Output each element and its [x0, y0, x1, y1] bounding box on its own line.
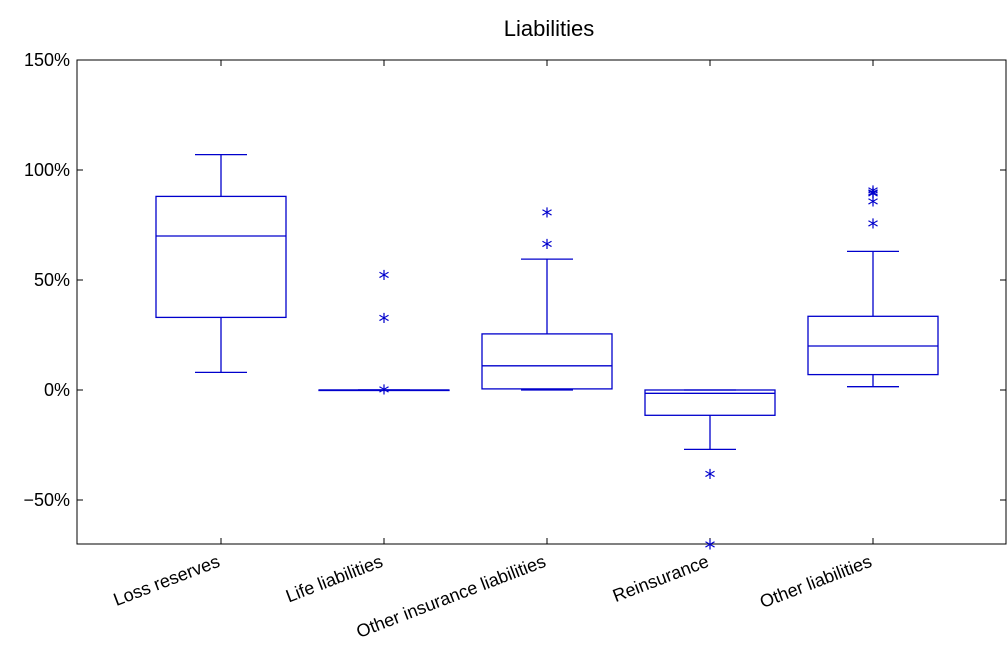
outlier-point: * [705, 467, 716, 492]
outlier-point: * [379, 310, 390, 335]
x-category-label: Loss reserves [111, 551, 223, 610]
y-tick-label: 50% [34, 270, 70, 290]
y-tick-label: 100% [24, 160, 70, 180]
y-tick-label: 150% [24, 50, 70, 70]
y-tick-label: −50% [23, 490, 70, 510]
x-category-label: Reinsurance [610, 551, 712, 606]
y-axis: −50% 0% 50% 100% 150% [23, 50, 1006, 510]
outlier-point: * [868, 185, 879, 210]
outlier-point: * [705, 537, 716, 562]
box-4: ***** [807, 183, 939, 388]
plot-frame [76, 59, 1007, 545]
iqr-box [155, 195, 287, 319]
outlier-point: * [379, 382, 390, 407]
boxes: ************ [155, 153, 939, 562]
outlier-point: * [542, 205, 553, 230]
chart-title: Liabilities [504, 16, 595, 41]
box-1: * * * [318, 268, 450, 407]
box-0 [155, 153, 287, 374]
outlier-point: * [868, 194, 879, 219]
box-3: ** [644, 389, 776, 562]
outlier-point: * [868, 186, 879, 211]
box-2: ** [481, 205, 613, 391]
outlier-point: * [542, 237, 553, 262]
outlier-point: * [868, 216, 879, 241]
x-category-label: Other liabilities [757, 551, 874, 612]
iqr-box [644, 389, 776, 416]
x-category-label: Life liabilities [283, 551, 385, 606]
y-tick-label: 0% [44, 380, 70, 400]
outlier-point: * [868, 183, 879, 208]
iqr-box [481, 333, 613, 390]
outlier-point: * [379, 268, 390, 293]
